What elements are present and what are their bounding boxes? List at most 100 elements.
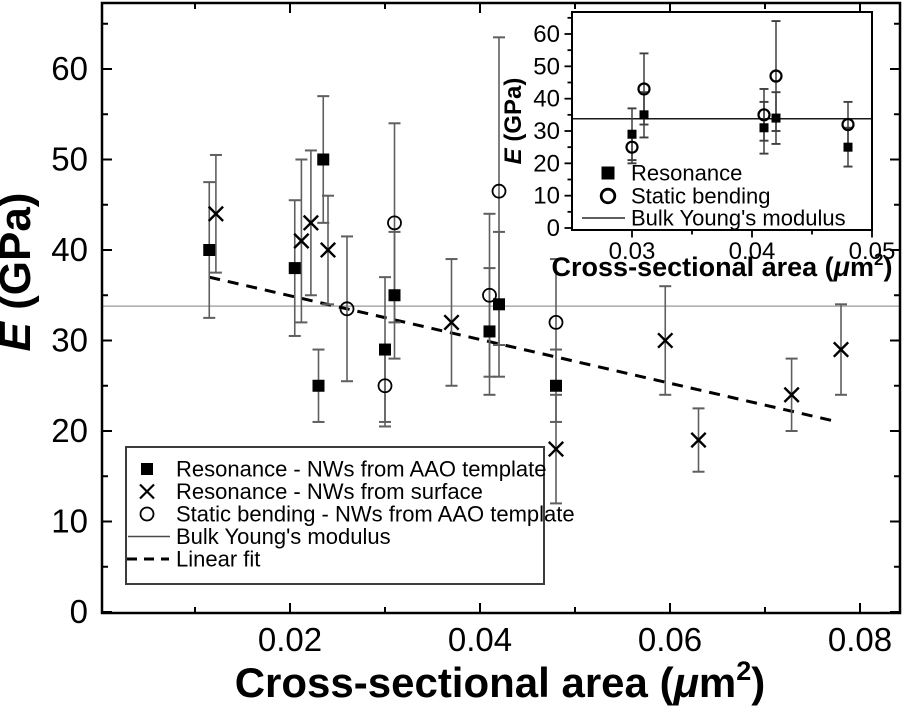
legend-label: Static bending - NWs from AAO template: [176, 502, 575, 527]
x-stroke: [690, 432, 707, 449]
marker-square: [288, 262, 301, 275]
legend-label: Bulk Young's modulus: [176, 524, 391, 549]
inset-legend-label: Static bending: [631, 184, 770, 209]
inset-x-tick-label: 0.05: [849, 238, 896, 265]
x-stroke: [443, 314, 460, 331]
marker-circle: [841, 117, 855, 132]
marker-square: [550, 379, 562, 392]
inset-legend-item-line: Bulk Young's modulus: [582, 206, 846, 231]
inset-legend-item-circle: Static bending: [599, 184, 770, 209]
marker-circle: [339, 301, 355, 317]
marker-x: [302, 214, 319, 231]
marker-circle: [637, 82, 651, 96]
x-stroke: [139, 483, 155, 500]
legend-item-square: Resonance - NWs from AAO template: [141, 457, 546, 482]
error-bar: [483, 212, 496, 378]
marker-square: [483, 325, 496, 338]
marker-circle: [769, 69, 783, 83]
series-x: [207, 205, 850, 458]
x-stroke: [832, 341, 850, 358]
inset-legend-item-square: Resonance: [601, 161, 742, 186]
marker-x: [319, 241, 337, 259]
marker-circle: [482, 287, 497, 303]
marker-square: [759, 123, 769, 133]
x-tick-label: 0.04: [448, 621, 512, 658]
series-circle: [339, 183, 564, 394]
inset-legend-label: Resonance: [631, 161, 742, 186]
marker-x: [293, 232, 310, 249]
marker-x: [139, 483, 155, 500]
marker-square: [388, 289, 401, 302]
y-axis-title: E (GPa): [0, 193, 40, 352]
x-stroke: [302, 214, 319, 231]
x-stroke: [783, 386, 800, 403]
legend-item-x: Resonance - NWs from surface: [139, 479, 483, 504]
inset-y-tick-label: 40: [533, 86, 560, 113]
x-tick-label: 0.06: [638, 621, 702, 658]
inset-series-circle: [625, 69, 855, 154]
marker-x: [783, 386, 800, 403]
inset-axes: 0.03 0.04 0.05 0 10 20 30 40 50 60: [533, 11, 896, 265]
marker-circle: [548, 314, 564, 330]
inset-x-tick-label: 0.04: [729, 238, 776, 265]
error-bar: [493, 36, 505, 347]
y-tick-label: 40: [51, 231, 88, 268]
legend-item-line: Bulk Young's modulus: [128, 524, 391, 549]
x-stroke: [547, 441, 565, 458]
marker-x: [690, 432, 707, 449]
series-square: [203, 153, 562, 392]
error-bar: [388, 122, 401, 324]
linear-fit-line: [208, 275, 839, 424]
y-tick-label: 20: [51, 412, 88, 449]
inset-y-tick-label: 20: [533, 150, 560, 177]
inset-background: [572, 12, 872, 230]
y-axis-title: E (GPa): [500, 78, 527, 165]
y-tick-label: 10: [51, 503, 88, 540]
marker-x: [832, 341, 850, 358]
marker-x: [207, 205, 224, 222]
marker-circle: [599, 187, 617, 205]
x-stroke: [207, 205, 224, 222]
legend-box: [125, 446, 545, 585]
marker-x: [657, 332, 674, 349]
marker-circle: [387, 215, 402, 231]
x-tick-label: 0.08: [828, 621, 892, 658]
marker-square: [141, 463, 153, 475]
marker-x: [443, 314, 460, 331]
marker-circle: [757, 108, 771, 122]
marker-square: [493, 298, 505, 311]
error-bar: [341, 235, 353, 383]
y-tick-label: 30: [51, 322, 88, 359]
marker-square: [203, 244, 216, 256]
error-bar: [771, 20, 781, 132]
inset-y-tick-label: 50: [533, 53, 560, 80]
marker-square: [639, 110, 649, 120]
inset-x-tick-label: 0.03: [609, 238, 656, 265]
legend-label: Resonance - NWs from AAO template: [176, 457, 546, 482]
marker-circle: [491, 183, 507, 199]
x-axis-title: Cross-sectional area (μm2): [552, 250, 893, 282]
main-legend: Resonance - NWs from AAO templateResonan…: [125, 446, 575, 585]
marker-circle: [139, 506, 155, 522]
legend-item-dash: Linear fit: [127, 547, 260, 572]
inset-y-tick-label: 0: [547, 215, 560, 242]
inset-frame: [571, 11, 873, 231]
marker-square: [601, 166, 615, 180]
plot-frame: [100, 1, 902, 615]
inset-y-tick-label: 60: [533, 21, 560, 48]
marker-square: [843, 142, 853, 152]
inset-plot: 0.03 0.04 0.05 0 10 20 30 40 50 60 Cross-sectional…: [500, 11, 896, 282]
y-tick-label: 60: [51, 50, 88, 87]
main-axes: 0.02 0.04 0.06 0.08 0 10 20 30 40 50 60: [51, 1, 902, 658]
marker-square: [317, 153, 330, 166]
inset-y-tick-label: 30: [533, 118, 560, 145]
x-tick-label: 0.02: [258, 621, 322, 658]
legend-item-circle: Static bending - NWs from AAO template: [139, 502, 575, 527]
marker-x: [547, 441, 565, 458]
legend-label: Resonance - NWs from surface: [176, 479, 483, 504]
inset-legend-label: Bulk Young's modulus: [631, 206, 846, 231]
x-axis-title: Cross-sectional area (μm2): [235, 656, 766, 706]
legend-label: Linear fit: [176, 547, 260, 572]
